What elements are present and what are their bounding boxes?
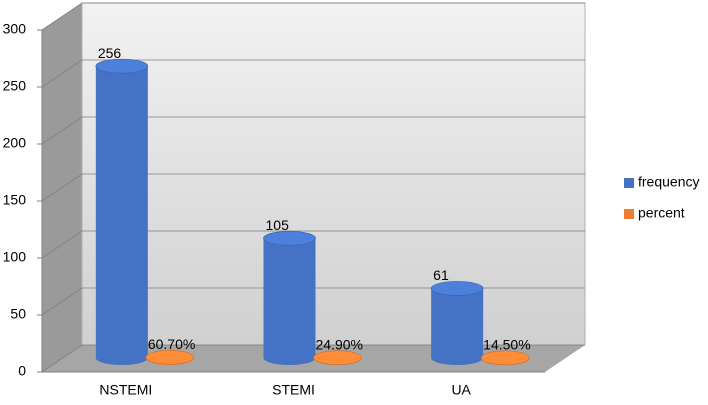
grid-line (41, 287, 585, 316)
x-tick-label: NSTEMI (99, 382, 152, 398)
bar-top (145, 350, 195, 365)
grid-line (41, 344, 585, 373)
y-tick-label: 0 (18, 363, 26, 379)
bar-top (263, 231, 316, 246)
y-tick-label: 200 (3, 135, 27, 151)
bar (480, 350, 530, 366)
data-label: 105 (266, 217, 290, 233)
bar-top (430, 281, 484, 296)
grid-line (41, 59, 585, 88)
bar (145, 350, 195, 366)
grid-line (41, 116, 585, 145)
x-tick-label: UA (451, 382, 471, 398)
legend-swatch (624, 209, 634, 219)
y-tick-label: 150 (3, 192, 27, 208)
y-tick-label: 300 (3, 21, 27, 37)
data-label: 256 (98, 45, 122, 61)
y-tick-label: 250 (3, 78, 27, 94)
x-tick-label: STEMI (272, 382, 315, 398)
bar-top (313, 350, 362, 366)
y-tick-label: 50 (10, 306, 26, 322)
bar (263, 231, 316, 366)
bar-top (95, 58, 149, 74)
bar-top (480, 350, 530, 366)
legend-label: percent (638, 205, 685, 221)
bar-body (263, 238, 316, 366)
legend-label: frequency (638, 174, 699, 190)
bar-body (431, 288, 484, 366)
data-label: 60.70% (148, 336, 195, 352)
bar-body (95, 66, 148, 365)
grid-line (41, 2, 585, 31)
bar (313, 350, 362, 366)
data-label: 24.90% (316, 336, 363, 352)
y-tick-label: 100 (3, 249, 27, 265)
data-label: 61 (433, 267, 449, 283)
grid-line (41, 230, 585, 259)
bar (430, 281, 484, 366)
legend-swatch (624, 178, 634, 188)
data-label: 14.50% (483, 337, 530, 353)
grid-line (41, 173, 585, 202)
bar (95, 58, 149, 365)
